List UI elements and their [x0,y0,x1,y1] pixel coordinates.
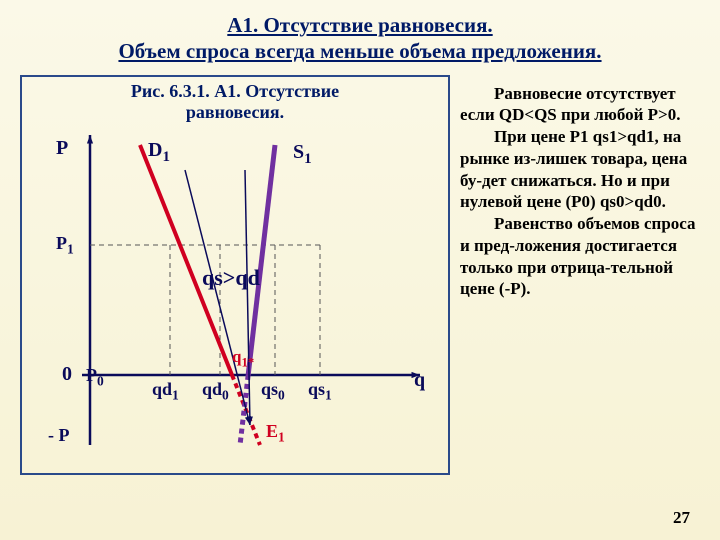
title-line-1: А1. Отсутствие равновесия. [227,13,492,37]
label-q1-star: q1* [232,347,254,370]
label-qs0: qs0 [261,379,285,404]
label-qd1: qd1 [152,379,179,404]
page-number: 27 [673,508,690,528]
label-E1: E1 [266,421,285,446]
slide-content: А1. Отсутствие равновесия. Объем спроса … [0,0,720,540]
label-qs1: qs1 [308,379,332,404]
chart-column: Рис. 6.3.1. А1. Отсутствие равновесия. P… [20,75,450,475]
label-P1: P1 [56,233,74,258]
paragraph-3: Равенство объемов спроса и пред-ложения … [460,213,700,300]
label-S1: S1 [293,141,312,168]
paragraph-1: Равновесие отсутствует если QD<QS при лю… [460,83,700,127]
axis-label-q: q [414,369,425,392]
label-qd0: qd0 [202,379,229,404]
explanation-text: Равновесие отсутствует если QD<QS при лю… [460,75,700,475]
slide-title: А1. Отсутствие равновесия. Объем спроса … [20,12,700,65]
paragraph-2: При цене Р1 qs1>qd1, на рынке из-лишек т… [460,126,700,213]
label-P0: P0 [86,365,104,390]
main-row: Рис. 6.3.1. А1. Отсутствие равновесия. P… [20,75,700,475]
label-D1: D1 [148,139,170,166]
chart-container: Рис. 6.3.1. А1. Отсутствие равновесия. P… [20,75,450,475]
label-origin-zero: 0 [62,363,72,386]
title-line-2: Объем спроса всегда меньше объема предло… [118,39,601,63]
label-minus-P: - P [48,425,70,446]
axis-label-P: P [56,137,68,160]
label-qs-gt-qd: qs>qd [202,265,260,291]
